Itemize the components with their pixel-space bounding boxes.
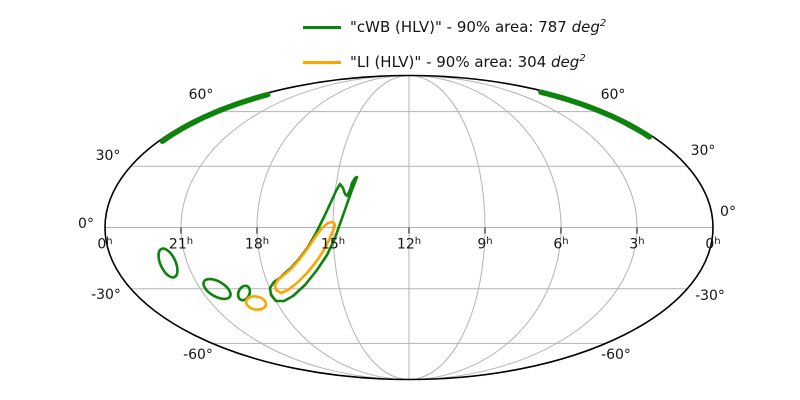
contour-cwb	[236, 284, 252, 302]
legend-unit-cwb: deg	[571, 18, 600, 36]
contour-cwb	[202, 277, 232, 301]
legend-text-cwb: "cWB (HLV)" - 90% area: 787	[350, 18, 572, 36]
legend-line-li	[303, 60, 341, 64]
contour-cwb	[157, 247, 179, 279]
legend: "cWB (HLV)" - 90% area: 787 deg2 "LI (HL…	[303, 16, 606, 86]
legend-label-cwb: "cWB (HLV)" - 90% area: 787 deg2	[350, 18, 606, 36]
legend-text-li: "LI (HLV)" - 90% area: 304	[350, 53, 552, 71]
legend-exponent-li: 2	[579, 53, 586, 64]
contour-li	[273, 220, 337, 295]
contour-li	[244, 295, 268, 311]
legend-item-li: "LI (HLV)" - 90% area: 304 deg2	[303, 51, 606, 73]
legend-label-li: "LI (HLV)" - 90% area: 304 deg2	[350, 53, 586, 71]
contour-cwb	[538, 89, 653, 140]
legend-line-cwb	[303, 25, 341, 29]
legend-item-cwb: "cWB (HLV)" - 90% area: 787 deg2	[303, 16, 606, 38]
legend-unit-li: deg	[551, 53, 580, 71]
legend-exponent-cwb: 2	[599, 18, 607, 29]
contour-cwb	[159, 91, 271, 144]
